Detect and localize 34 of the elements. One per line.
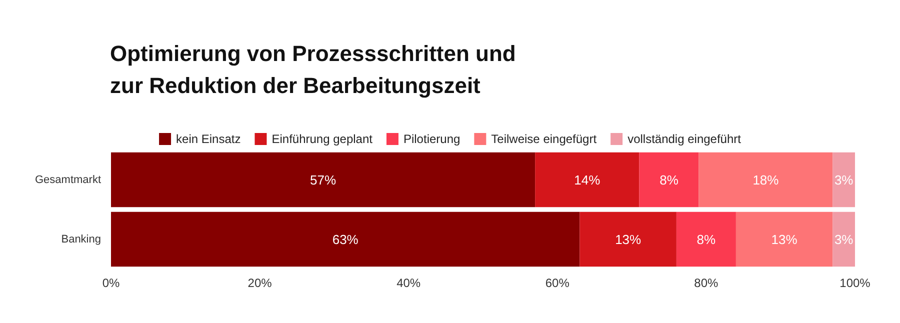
y-tick-label: Banking bbox=[61, 233, 101, 246]
data-label: 13% bbox=[615, 232, 642, 247]
chart-title: Optimierung von Prozessschritten und zur Reduktion der Bearbeitungszeit bbox=[110, 40, 517, 100]
bar bbox=[832, 212, 855, 267]
legend-label: kein Einsatz bbox=[176, 132, 241, 146]
data-label: 14% bbox=[574, 172, 601, 188]
x-tick-label: 40% bbox=[396, 276, 421, 290]
bar bbox=[698, 152, 833, 208]
data-label: 13% bbox=[771, 232, 798, 247]
legend-label: vollständig eingeführt bbox=[628, 132, 742, 146]
x-tick-label: 80% bbox=[694, 276, 719, 290]
data-label: 18% bbox=[752, 172, 780, 188]
x-tick-label: 20% bbox=[248, 276, 272, 290]
data-label: 3% bbox=[834, 172, 854, 188]
bar bbox=[111, 152, 536, 208]
data-label: 3% bbox=[834, 232, 854, 247]
y-tick-label: Gesamtmarkt bbox=[34, 174, 101, 186]
x-tick-label: 0% bbox=[102, 276, 120, 290]
bar bbox=[736, 212, 833, 267]
bar bbox=[639, 152, 699, 208]
bar bbox=[832, 152, 855, 208]
legend-label: Pilotierung bbox=[403, 132, 460, 146]
bar bbox=[535, 152, 640, 208]
x-tick-label: 100% bbox=[840, 276, 871, 290]
data-label: 57% bbox=[310, 172, 336, 188]
legend-label: Einführung geplant bbox=[272, 132, 374, 146]
bar bbox=[111, 212, 580, 267]
data-label: 8% bbox=[696, 232, 716, 247]
data-label: 63% bbox=[332, 232, 359, 247]
bar bbox=[676, 212, 736, 267]
legend-label: Teilweise eingefügrt bbox=[491, 132, 598, 146]
bar bbox=[580, 212, 676, 267]
data-label: 8% bbox=[660, 172, 679, 188]
x-tick-label: 60% bbox=[545, 276, 570, 290]
